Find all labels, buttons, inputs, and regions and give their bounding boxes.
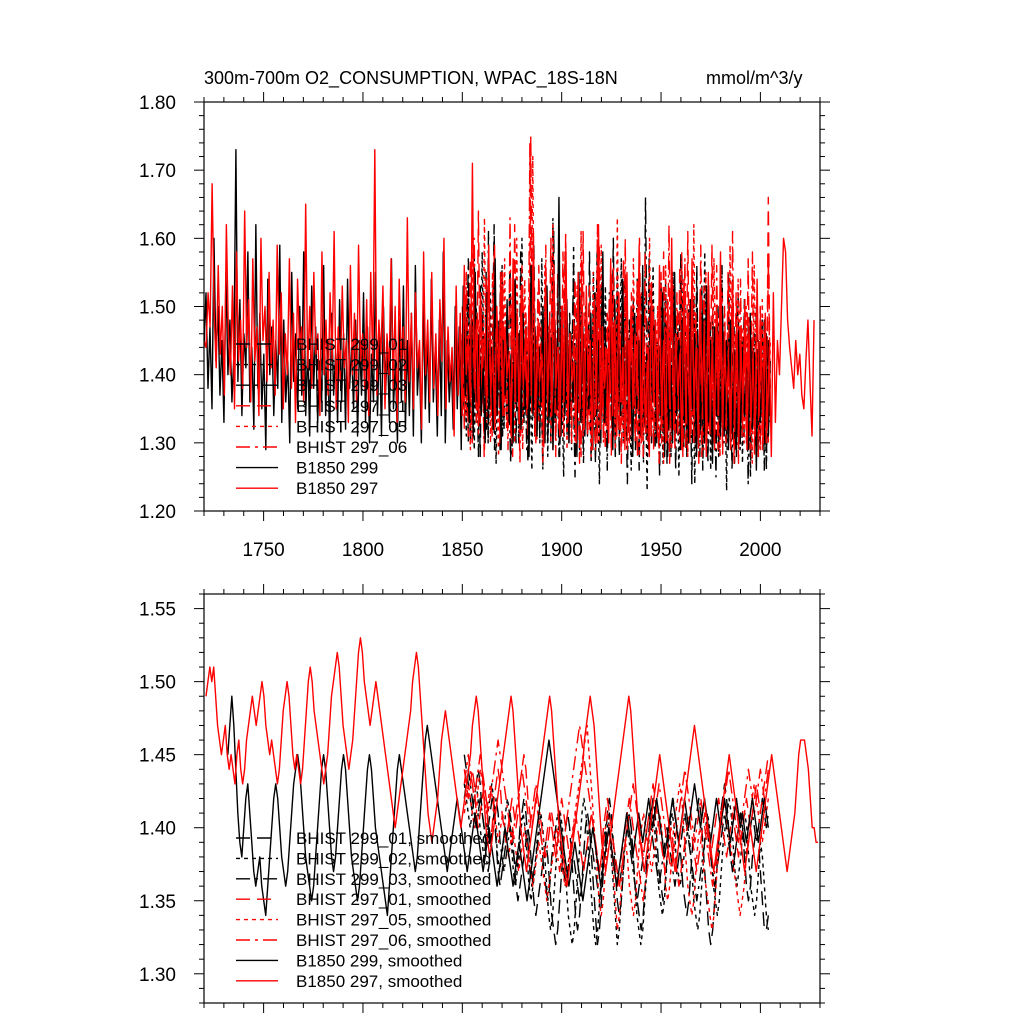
legend-label: BHIST 299_03 (296, 376, 407, 395)
series-line-bhist-299-02 (461, 237, 772, 492)
legend-label: B1850 297 (296, 479, 378, 498)
legend-label: BHIST 297_01 (296, 397, 407, 416)
y-tick-label: 1.60 (139, 229, 176, 250)
y-tick-label: 1.30 (139, 434, 176, 455)
y-tick-label: 1.45 (139, 746, 176, 767)
x-tick-label: 1800 (342, 540, 384, 561)
legend-label: BHIST 299_03, smoothed (296, 870, 491, 889)
series-line-bhist-297-05-smoothed (463, 724, 770, 931)
y-tick-label: 1.50 (139, 673, 176, 694)
legend-label: BHIST 299_02 (296, 356, 407, 375)
legend-label: BHIST 297_01, smoothed (296, 890, 491, 909)
y-tick-label: 1.40 (139, 819, 176, 840)
y-tick-label: 1.80 (139, 93, 176, 114)
top-panel: 1750 1800 1850 1900 1950 2000 1.20 1.30 1.40 1.50… (139, 92, 830, 561)
legend-label: BHIST 297_06, smoothed (296, 931, 491, 950)
series-line-bhist-299-02-smoothed (463, 783, 770, 946)
legend-label: BHIST 299_01 (296, 335, 407, 354)
x-tick-label: 1750 (242, 540, 284, 561)
legend-label: B1850 299, smoothed (296, 951, 462, 970)
series-line-b1850-297 (204, 149, 815, 458)
x-tick-label: 1900 (541, 540, 583, 561)
y-tick-label: 1.20 (139, 502, 176, 523)
series-line-b1850-299 (204, 149, 772, 471)
series-line-b1850-299-smoothed (227, 695, 770, 917)
legend-label: B1850 297, smoothed (296, 972, 462, 991)
legend-label: B1850 299 (296, 459, 378, 478)
legend-label: BHIST 297_06 (296, 438, 407, 457)
series-line-b1850-297-smoothed (205, 637, 819, 887)
legend-label: BHIST 299_01, smoothed (296, 829, 491, 848)
x-tick-label: 1950 (640, 540, 682, 561)
chart-units: mmol/m^3/y (706, 68, 802, 88)
y-tick-label: 1.40 (139, 366, 176, 387)
y-tick-label: 1.30 (139, 965, 176, 986)
bottom-panel: 1.30 1.35 1.40 1.45 1.50 1.55 BHIST 299_01, sm… (139, 584, 830, 1013)
x-tick-label: 1850 (441, 540, 483, 561)
x-tick-label: 2000 (739, 540, 781, 561)
y-tick-label: 1.35 (139, 892, 176, 913)
series-group (204, 135, 815, 492)
chart-title: 300m-700m O2_CONSUMPTION, WPAC_18S-18N (204, 68, 618, 89)
legend-label: BHIST 297_05 (296, 417, 407, 436)
series-group (205, 637, 819, 946)
legend-label: BHIST 299_02, smoothed (296, 849, 491, 868)
y-tick-label: 1.55 (139, 600, 176, 621)
legend-label: BHIST 297_05, smoothed (296, 911, 491, 930)
y-tick-label: 1.50 (139, 298, 176, 319)
y-tick-label: 1.70 (139, 161, 176, 182)
